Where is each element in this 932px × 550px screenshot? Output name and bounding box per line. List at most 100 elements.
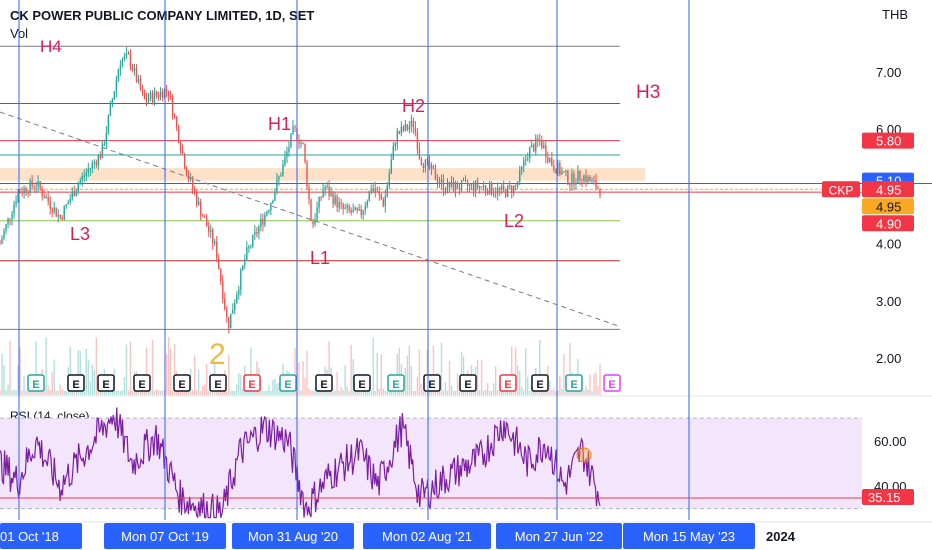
time-label-box (0, 523, 82, 549)
candle-body (286, 151, 288, 157)
volume-bar (342, 389, 344, 395)
candle-body (5, 224, 7, 231)
earnings-marker-box (279, 374, 297, 392)
volume-bar (523, 390, 525, 395)
earnings-marker-text: E (570, 379, 577, 391)
earnings-marker: E (353, 374, 371, 392)
volume-bar (350, 344, 352, 395)
volume-bar (589, 374, 591, 395)
candle-body (334, 195, 336, 204)
candle-body (599, 188, 601, 196)
candle-body (15, 201, 17, 205)
candle-body (360, 209, 362, 215)
earnings-marker-box (209, 374, 227, 392)
volume-bar (246, 390, 248, 395)
candle-body (585, 175, 587, 183)
volume-bar (199, 390, 202, 395)
volume-bar (149, 390, 152, 395)
volume-bar (559, 376, 561, 395)
volume-bar (486, 383, 489, 395)
volume-bar (51, 372, 53, 395)
earnings-marker: E (387, 374, 405, 392)
volume-bar (169, 349, 172, 395)
volume-bar (3, 364, 5, 395)
candle-body (254, 231, 256, 235)
candle-body (432, 165, 435, 170)
volume-bar (129, 341, 132, 395)
candle-body (278, 176, 280, 180)
currency-label: THB (882, 7, 908, 22)
volume-bar (529, 390, 531, 395)
volume-bar (515, 347, 517, 395)
candle-body (523, 160, 525, 167)
volume-bar (35, 341, 37, 395)
candle-body (358, 209, 360, 211)
volume-bar (5, 390, 7, 395)
earnings-marker-text: E (178, 379, 185, 391)
candle-body (9, 218, 11, 220)
volume-bar (262, 390, 264, 395)
candle-body (314, 219, 316, 225)
time-label: 2024 (766, 529, 796, 544)
earnings-marker-box (27, 374, 45, 392)
candle-body (195, 192, 198, 205)
volume-bar (553, 387, 555, 395)
candle-body (282, 164, 284, 176)
volume-bar (543, 389, 545, 395)
earnings-marker: E (67, 374, 85, 392)
price-label-text: 5.80 (876, 134, 901, 149)
candle-body (332, 193, 334, 204)
volume-bar (334, 390, 336, 395)
candle-body (426, 159, 429, 161)
earnings-marker: E (173, 374, 191, 392)
volume-bar (119, 390, 122, 395)
candle-body (408, 126, 411, 130)
candle-body (250, 246, 252, 248)
candle-body (563, 171, 565, 173)
candle-body (23, 187, 25, 194)
volume-bar (155, 389, 158, 395)
candle-body (143, 92, 146, 99)
volume-bar (19, 347, 21, 395)
earnings-marker-box (565, 374, 583, 392)
candle-body (404, 124, 407, 131)
volume-bar (539, 339, 541, 395)
candle-body (511, 186, 513, 194)
candle-body (434, 169, 437, 180)
volume-bar (432, 345, 435, 395)
candle-body (232, 310, 234, 314)
time-label: Mon 15 May '23 (623, 523, 755, 549)
candle-body (53, 207, 55, 213)
volume-bar (356, 389, 358, 395)
candle-body (103, 144, 106, 146)
volume-bar (270, 390, 272, 395)
candle-body (446, 181, 449, 191)
volume-bar (254, 390, 256, 395)
candle-body (161, 91, 164, 99)
candle-body (340, 202, 342, 204)
volume-bar (549, 380, 551, 395)
candle-body (494, 193, 497, 195)
earnings-marker-text: E (536, 379, 543, 391)
volume-bar (488, 390, 491, 395)
candle-body (153, 91, 156, 103)
candle-body (31, 180, 33, 187)
annotation-h2: H2 (402, 96, 425, 116)
candle-body (354, 207, 356, 210)
candle-body (111, 99, 114, 105)
volume-bar (418, 349, 421, 395)
volume-bar (414, 390, 417, 395)
candle-body (442, 179, 445, 191)
candle-body (97, 154, 100, 166)
candle-body (151, 92, 154, 103)
symbol-badge-text: CKP (829, 183, 854, 197)
price-label: 5.80 (862, 132, 914, 149)
candle-body (207, 226, 210, 232)
volume-bar (521, 387, 523, 395)
candle-body (125, 53, 128, 57)
volume-bar (567, 390, 569, 395)
earnings-marker-text: E (464, 379, 471, 391)
candle-body (484, 186, 487, 191)
candle-body (368, 191, 370, 202)
